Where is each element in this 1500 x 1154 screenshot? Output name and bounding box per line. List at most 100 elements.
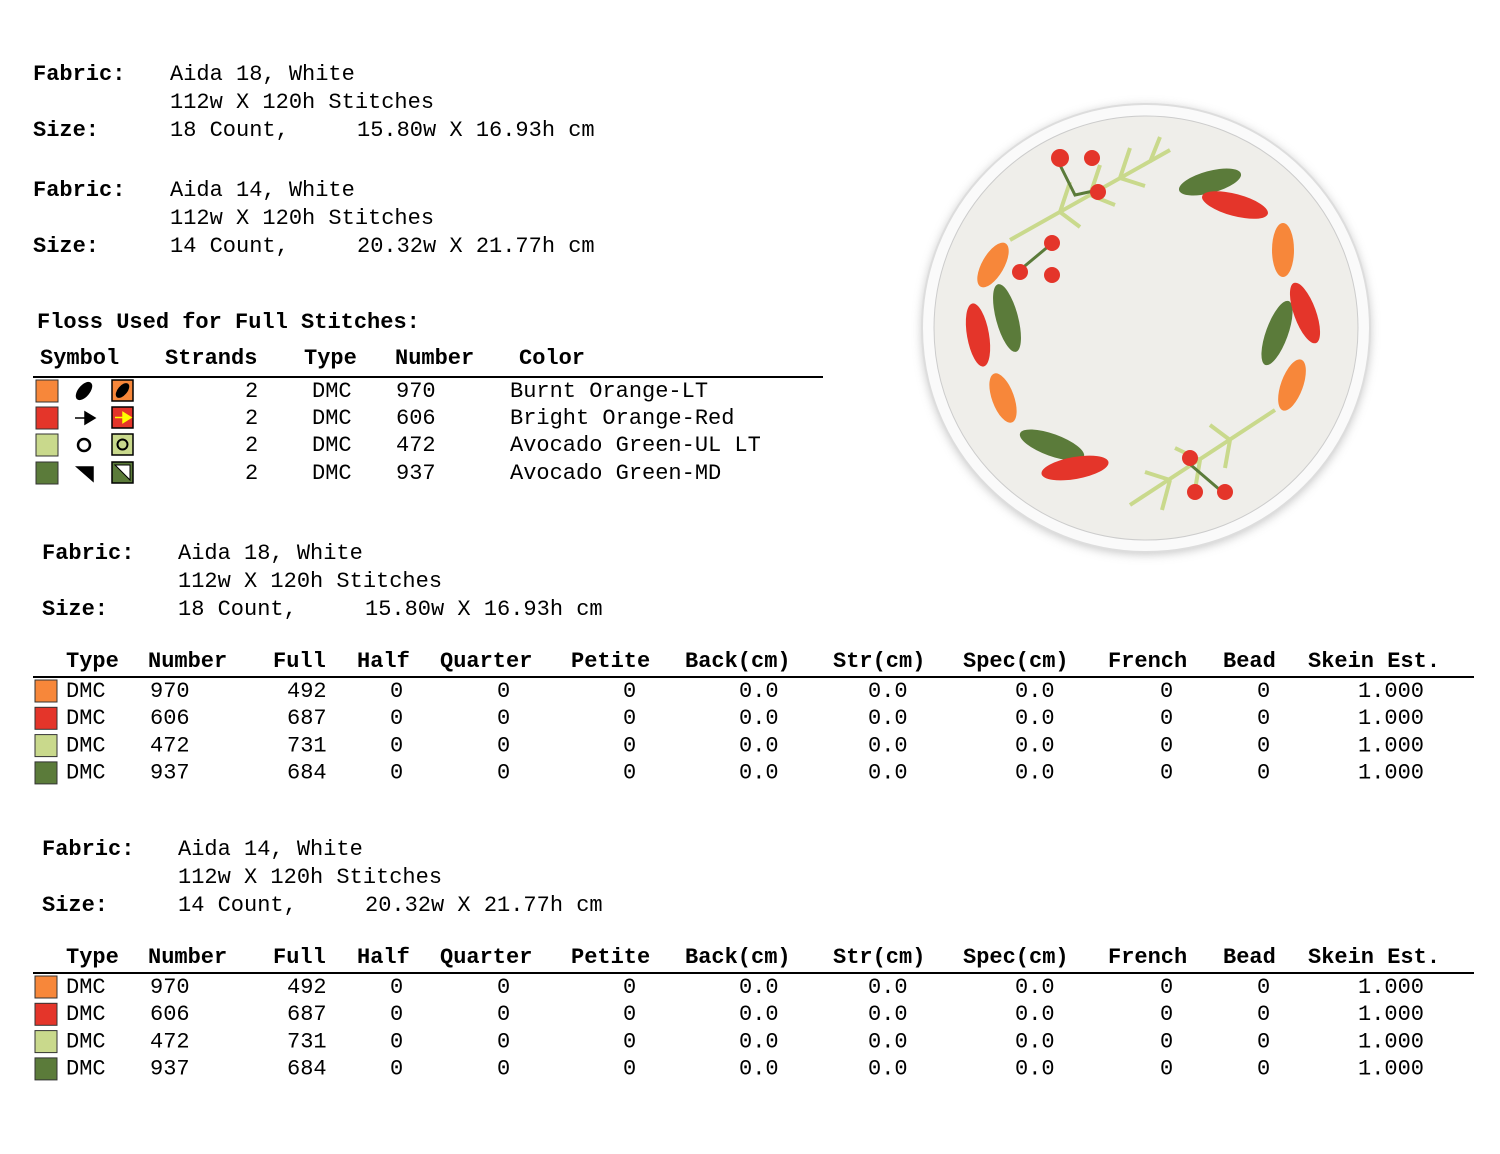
table-cell: 0.0 (739, 1057, 779, 1082)
table-cell: 0 (623, 679, 636, 704)
table-header: Bead (1223, 649, 1276, 674)
table-cell: 0 (390, 1029, 403, 1054)
table-header: Petite (571, 649, 650, 674)
table-header: French (1108, 945, 1187, 970)
color-name: Bright Orange-Red (510, 406, 734, 431)
table-cell: 1.000 (1358, 706, 1424, 731)
floss-type: DMC (312, 461, 352, 486)
color-swatch (35, 461, 59, 485)
table-cell: 0.0 (739, 706, 779, 731)
floss-number: 606 (396, 406, 436, 431)
table-cell: 0.0 (739, 679, 779, 704)
table-cell: 0 (1257, 1057, 1270, 1082)
floss-header: Symbol (40, 346, 119, 371)
table-cell: 0 (390, 975, 403, 1000)
strands: 2 (245, 406, 258, 431)
color-swatch (34, 679, 58, 703)
strands: 2 (245, 433, 258, 458)
size-label: Size: (33, 118, 99, 143)
stitches: 112w X 120h Stitches (178, 865, 442, 890)
table-cell: 0 (1257, 733, 1270, 758)
table-cell: 0 (390, 733, 403, 758)
table-cell: 1.000 (1358, 975, 1424, 1000)
fabric: Aida 14, White (178, 837, 363, 862)
table-cell: 0 (623, 1029, 636, 1054)
color-swatch (34, 706, 58, 730)
table-cell: DMC (66, 733, 106, 758)
table-cell: 0.0 (1015, 706, 1055, 731)
table-header: Skein Est. (1308, 945, 1440, 970)
dimensions: 20.32w X 21.77h cm (357, 234, 595, 259)
table-cell: DMC (66, 761, 106, 786)
wreath-preview (921, 103, 1371, 554)
table-cell: 0 (497, 761, 510, 786)
table-cell: 1.000 (1358, 1002, 1424, 1027)
floss-type: DMC (312, 433, 352, 458)
table-cell: 937 (150, 1057, 190, 1082)
table-header: Bead (1223, 945, 1276, 970)
color-name: Avocado Green-MD (510, 461, 721, 486)
table-cell: 492 (287, 679, 327, 704)
table-cell: 0 (497, 1029, 510, 1054)
table-cell: 0 (390, 1002, 403, 1027)
color-swatch (35, 406, 59, 430)
color-swatch (35, 433, 59, 457)
table-cell: DMC (66, 706, 106, 731)
fabric: Aida 14, White (170, 178, 355, 203)
floss-header: Number (395, 346, 474, 371)
table-cell: 0.0 (1015, 733, 1055, 758)
stitches: 112w X 120h Stitches (170, 206, 434, 231)
fabric: Aida 18, White (170, 62, 355, 87)
table-cell: 1.000 (1358, 1029, 1424, 1054)
table-cell: 0 (390, 679, 403, 704)
fabric-label: Fabric: (42, 541, 134, 566)
fabric-label: Fabric: (33, 178, 125, 203)
table-cell: 970 (150, 975, 190, 1000)
table-cell: 970 (150, 679, 190, 704)
floss-type: DMC (312, 379, 352, 404)
floss-symbols (75, 379, 134, 484)
fabric: Aida 18, White (178, 541, 363, 566)
stitches: 112w X 120h Stitches (178, 569, 442, 594)
table-cell: DMC (66, 1057, 106, 1082)
dimensions: 15.80w X 16.93h cm (357, 118, 595, 143)
floss-number: 970 (396, 379, 436, 404)
table-cell: 0 (623, 975, 636, 1000)
color-name: Burnt Orange-LT (510, 379, 708, 404)
table-cell: 0 (1257, 761, 1270, 786)
color-name: Avocado Green-UL LT (510, 433, 761, 458)
table-cell: 0.0 (1015, 761, 1055, 786)
table-header: Full (273, 945, 326, 970)
table-cell: 1.000 (1358, 1057, 1424, 1082)
table-cell: 0.0 (868, 761, 908, 786)
table-cell: 1.000 (1358, 733, 1424, 758)
count: 14 Count, (178, 893, 297, 918)
table-header: Full (273, 649, 326, 674)
table-header: Type (66, 649, 119, 674)
table-cell: 0.0 (1015, 1029, 1055, 1054)
table-cell: 0.0 (739, 761, 779, 786)
table-cell: DMC (66, 1029, 106, 1054)
table-cell: 0.0 (1015, 1057, 1055, 1082)
table-cell: 0 (1257, 1002, 1270, 1027)
table-cell: 0.0 (868, 975, 908, 1000)
table-cell: 0 (623, 1057, 636, 1082)
floss-type: DMC (312, 406, 352, 431)
table-header: Str(cm) (833, 649, 925, 674)
table-cell: 0 (623, 706, 636, 731)
table-header: Spec(cm) (963, 649, 1069, 674)
table-cell: DMC (66, 975, 106, 1000)
table-cell: 0 (497, 1057, 510, 1082)
color-swatch (34, 1030, 58, 1054)
color-swatch (34, 1002, 58, 1026)
table-cell: 0 (390, 761, 403, 786)
table-cell: 0 (1257, 679, 1270, 704)
color-swatch (35, 379, 59, 403)
table-cell: 0 (497, 1002, 510, 1027)
table-header: Half (357, 649, 410, 674)
table-cell: 0 (1160, 761, 1173, 786)
table-cell: 0.0 (739, 733, 779, 758)
table-cell: 0 (1257, 706, 1270, 731)
